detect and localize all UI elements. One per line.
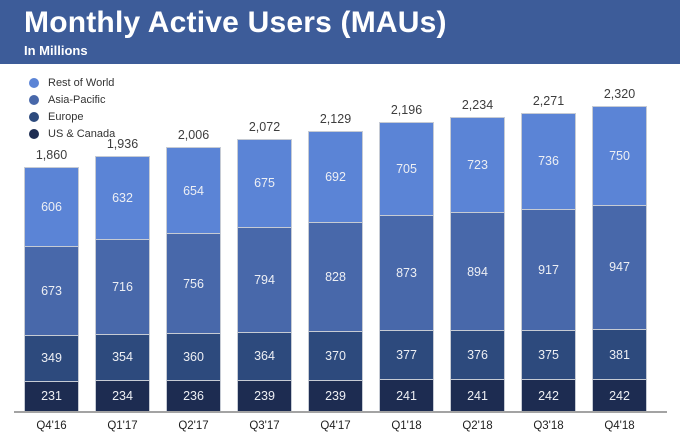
bar-column-q4-16: 1,860 606 673 349 231 (24, 148, 79, 411)
bar-segment-rest-of-world: 692 (308, 131, 363, 223)
bar-segment-rest-of-world: 675 (237, 138, 292, 228)
bar-segment-europe: 370 (308, 330, 363, 380)
x-axis-label: Q4'16 (36, 420, 67, 432)
bar-segment-europe: 360 (166, 332, 221, 380)
bar-segment-rest-of-world: 750 (592, 106, 647, 205)
legend-item-us-canada: US & Canada (29, 126, 115, 142)
bar-column-q2-17: 2,006 654 756 360 236 (166, 128, 221, 411)
legend-dot-icon (29, 112, 39, 122)
legend-dot-icon (29, 78, 39, 88)
x-axis-label: Q2'17 (178, 420, 209, 432)
stacked-bar: 736 917 375 242 (521, 112, 576, 411)
total-label: 2,196 (390, 103, 423, 118)
legend-item-europe: Europe (29, 109, 115, 125)
bar-column-q3-17: 2,072 675 794 364 239 (237, 120, 292, 411)
bar-column-q4-17: 2,129 692 828 370 239 (308, 112, 363, 411)
bar-segment-us-canada: 242 (521, 379, 576, 411)
bar-segment-us-canada: 236 (166, 380, 221, 411)
bar-segment-rest-of-world: 606 (24, 166, 79, 247)
bar-segment-rest-of-world: 705 (379, 122, 434, 215)
x-axis-label: Q4'17 (320, 420, 351, 432)
stacked-bar: 750 947 381 242 (592, 106, 647, 411)
total-label: 2,271 (532, 93, 565, 108)
legend-label: Europe (48, 111, 84, 123)
bar-segment-asia-pacific: 673 (24, 246, 79, 335)
legend-label: US & Canada (48, 128, 116, 140)
legend-item-rest-of-world: Rest of World (29, 75, 115, 91)
bar-column-q1-17: 1,936 632 716 354 234 (95, 137, 150, 411)
stacked-bar: 675 794 364 239 (237, 138, 292, 411)
bar-segment-us-canada: 241 (379, 379, 434, 411)
legend-dot-icon (29, 129, 39, 139)
bar-column-q2-18: 2,234 723 894 376 241 (450, 98, 505, 411)
bar-column-q4-18: 2,320 750 947 381 242 (592, 87, 647, 411)
total-label: 2,006 (177, 128, 210, 143)
bar-segment-rest-of-world: 654 (166, 147, 221, 234)
page-title: Monthly Active Users (MAUs) (24, 6, 447, 39)
x-axis-label: Q2'18 (462, 420, 493, 432)
stacked-bar: 705 873 377 241 (379, 122, 434, 411)
total-label: 2,129 (319, 112, 352, 127)
x-labels-row: Q4'16 Q1'17 Q2'17 Q3'17 Q4'17 Q1'18 Q2'18 Q3'18… (0, 420, 680, 432)
legend-label: Rest of World (48, 77, 115, 89)
stacked-bar: 654 756 360 236 (166, 147, 221, 411)
chart-legend: Rest of World Asia-Pacific Europe US & Cana… (29, 75, 115, 143)
bar-segment-asia-pacific: 873 (379, 214, 434, 330)
legend-label: Asia-Pacific (48, 94, 106, 106)
bar-segment-europe: 354 (95, 333, 150, 381)
x-axis-label: Q4'18 (604, 420, 635, 432)
bar-segment-asia-pacific: 917 (521, 209, 576, 330)
total-label: 1,860 (35, 147, 68, 162)
bar-segment-us-canada: 239 (237, 379, 292, 411)
x-axis-label: Q3'17 (249, 420, 280, 432)
bar-segment-europe: 376 (450, 329, 505, 380)
x-axis-label: Q3'18 (533, 420, 564, 432)
bar-column-q1-18: 2,196 705 873 377 241 (379, 103, 434, 411)
bar-column-q3-18: 2,271 736 917 375 242 (521, 94, 576, 411)
total-label: 1,936 (106, 137, 139, 152)
stacked-bar-chart: 1,860 606 673 349 231 1,936 632 716 354 234 2,006 6… (0, 64, 680, 432)
total-label: 2,320 (603, 87, 636, 102)
legend-item-asia-pacific: Asia-Pacific (29, 92, 115, 108)
bar-segment-europe: 375 (521, 329, 576, 380)
bar-segment-asia-pacific: 947 (592, 204, 647, 330)
bar-segment-us-canada: 241 (450, 379, 505, 411)
bar-segment-us-canada: 239 (308, 379, 363, 411)
bar-segment-us-canada: 234 (95, 380, 150, 411)
x-axis-line (14, 411, 667, 413)
stacked-bar: 632 716 354 234 (95, 156, 150, 411)
bar-segment-europe: 364 (237, 331, 292, 380)
total-label: 2,072 (248, 119, 281, 134)
x-axis-label: Q1'18 (391, 420, 422, 432)
bar-segment-us-canada: 231 (24, 380, 79, 411)
header-bar: Monthly Active Users (MAUs) In Millions (0, 0, 680, 64)
bar-segment-asia-pacific: 828 (308, 222, 363, 331)
stacked-bar: 606 673 349 231 (24, 166, 79, 411)
bar-segment-asia-pacific: 894 (450, 212, 505, 330)
stacked-bar: 723 894 376 241 (450, 117, 505, 411)
bar-segment-us-canada: 242 (592, 379, 647, 411)
legend-dot-icon (29, 95, 39, 105)
bar-segment-europe: 381 (592, 329, 647, 380)
bar-segment-rest-of-world: 632 (95, 156, 150, 240)
bar-segment-rest-of-world: 736 (521, 112, 576, 210)
bar-segment-asia-pacific: 716 (95, 239, 150, 334)
page-subtitle: In Millions (24, 43, 88, 58)
x-axis-label: Q1'17 (107, 420, 138, 432)
bar-segment-europe: 349 (24, 334, 79, 381)
stacked-bar: 692 828 370 239 (308, 131, 363, 411)
bar-segment-europe: 377 (379, 329, 434, 380)
bars-row: 1,860 606 673 349 231 1,936 632 716 354 234 2,006 6… (0, 64, 680, 411)
total-label: 2,234 (461, 98, 494, 113)
bar-segment-asia-pacific: 794 (237, 227, 292, 332)
bar-segment-asia-pacific: 756 (166, 233, 221, 333)
bar-segment-rest-of-world: 723 (450, 117, 505, 213)
